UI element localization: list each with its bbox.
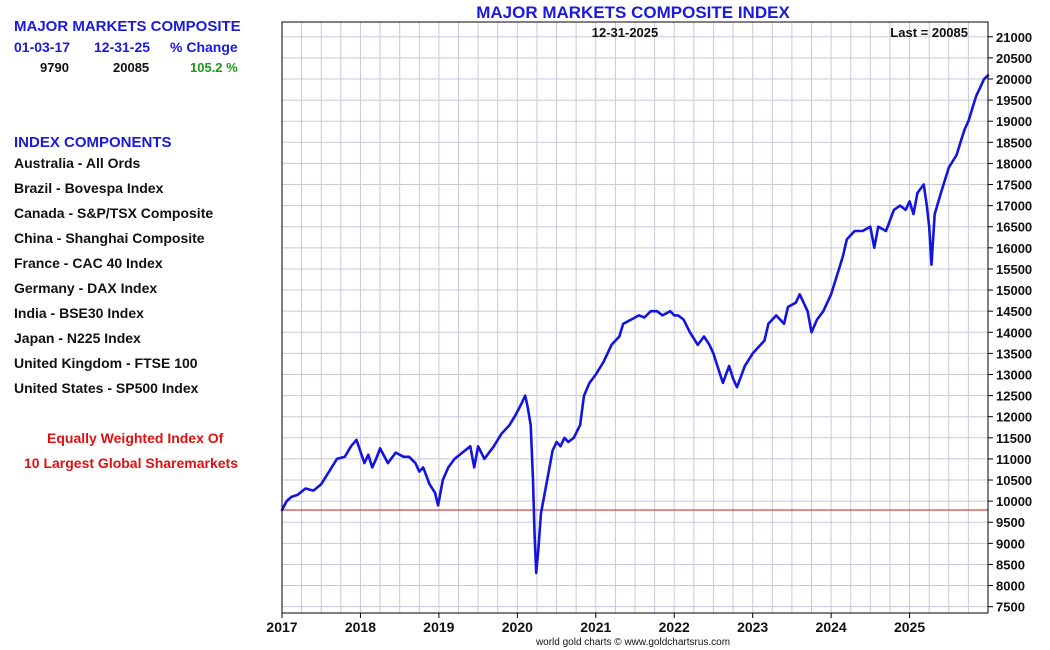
date-label: 12-31-2025 [592, 25, 659, 40]
y-tick-label: 9000 [996, 536, 1025, 551]
component-item: United States - SP500 Index [14, 380, 199, 396]
y-tick-label: 10000 [996, 494, 1032, 509]
y-tick-label: 13000 [996, 367, 1032, 382]
y-tick-label: 9500 [996, 515, 1025, 530]
y-tick-label: 19000 [996, 114, 1032, 129]
x-tick-label: 2017 [266, 619, 297, 635]
axis-ticks: 7500 8000 8500 9000 9500 10000 10500 11000 11500… [266, 30, 1032, 635]
y-tick-label: 14500 [996, 304, 1032, 319]
series-group [280, 74, 990, 575]
component-item: Germany - DAX Index [14, 280, 158, 296]
grid-lines [281, 22, 989, 613]
x-tick-label: 2022 [659, 619, 690, 635]
y-tick-label: 11500 [996, 431, 1031, 446]
y-tick-label: 15500 [996, 262, 1032, 277]
chart-title: MAJOR MARKETS COMPOSITE INDEX [476, 3, 790, 22]
x-tick-label: 2019 [423, 619, 454, 635]
percent-change-value: 105.2 % [190, 60, 238, 75]
component-item: China - Shanghai Composite [14, 230, 205, 246]
index-note-line-1: Equally Weighted Index Of [47, 430, 224, 446]
y-tick-label: 20500 [996, 51, 1032, 66]
component-item: Brazil - Bovespa Index [14, 180, 164, 196]
credit-text: world gold charts © www.goldchartsrus.co… [535, 637, 731, 648]
start-date-header: 01-03-17 [14, 39, 71, 55]
y-tick-label: 19500 [996, 93, 1032, 108]
y-tick-label: 18000 [996, 156, 1032, 171]
y-tick-label: 13500 [996, 346, 1032, 361]
component-item: Australia - All Ords [14, 155, 141, 171]
y-tick-label: 18500 [996, 135, 1032, 150]
y-tick-label: 8000 [996, 579, 1025, 594]
y-tick-label: 16000 [996, 241, 1032, 256]
end-date-header: 12-31-25 [94, 39, 151, 55]
x-tick-label: 2020 [502, 619, 533, 635]
component-item: France - CAC 40 Index [14, 255, 163, 271]
y-tick-label: 21000 [996, 30, 1032, 45]
x-tick-label: 2018 [345, 619, 376, 635]
y-tick-label: 16500 [996, 220, 1032, 235]
y-tick-label: 17500 [996, 178, 1032, 193]
plot-frame [281, 21, 989, 614]
y-tick-label: 12000 [996, 410, 1032, 425]
y-tick-label: 11000 [996, 452, 1031, 467]
y-tick-label: 20000 [996, 72, 1032, 87]
y-tick-label: 14000 [996, 325, 1032, 340]
x-tick-label: 2021 [580, 619, 611, 635]
component-item: Canada - S&P/TSX Composite [14, 205, 214, 221]
y-tick-label: 15000 [996, 283, 1032, 298]
index-note-line-2: 10 Largest Global Sharemarkets [24, 455, 238, 471]
y-tick-label: 8500 [996, 557, 1025, 572]
last-value-label: Last = 20085 [890, 25, 968, 40]
y-tick-label: 7500 [996, 600, 1025, 615]
start-value: 9790 [40, 60, 69, 75]
components-title: INDEX COMPONENTS [14, 134, 172, 151]
y-tick-label: 17000 [996, 199, 1032, 214]
end-value: 20085 [113, 60, 150, 75]
y-tick-label: 10500 [996, 473, 1032, 488]
x-tick-label: 2024 [816, 619, 847, 635]
x-tick-label: 2023 [737, 619, 768, 635]
percent-change-header: % Change [170, 39, 238, 55]
component-item: Japan - N225 Index [14, 330, 141, 346]
component-item: United Kingdom - FTSE 100 [14, 355, 198, 371]
x-tick-label: 2025 [894, 619, 925, 635]
y-tick-label: 12500 [996, 389, 1032, 404]
component-item: India - BSE30 Index [14, 305, 144, 321]
series-line [280, 74, 990, 575]
composite-title: MAJOR MARKETS COMPOSITE [14, 18, 241, 35]
